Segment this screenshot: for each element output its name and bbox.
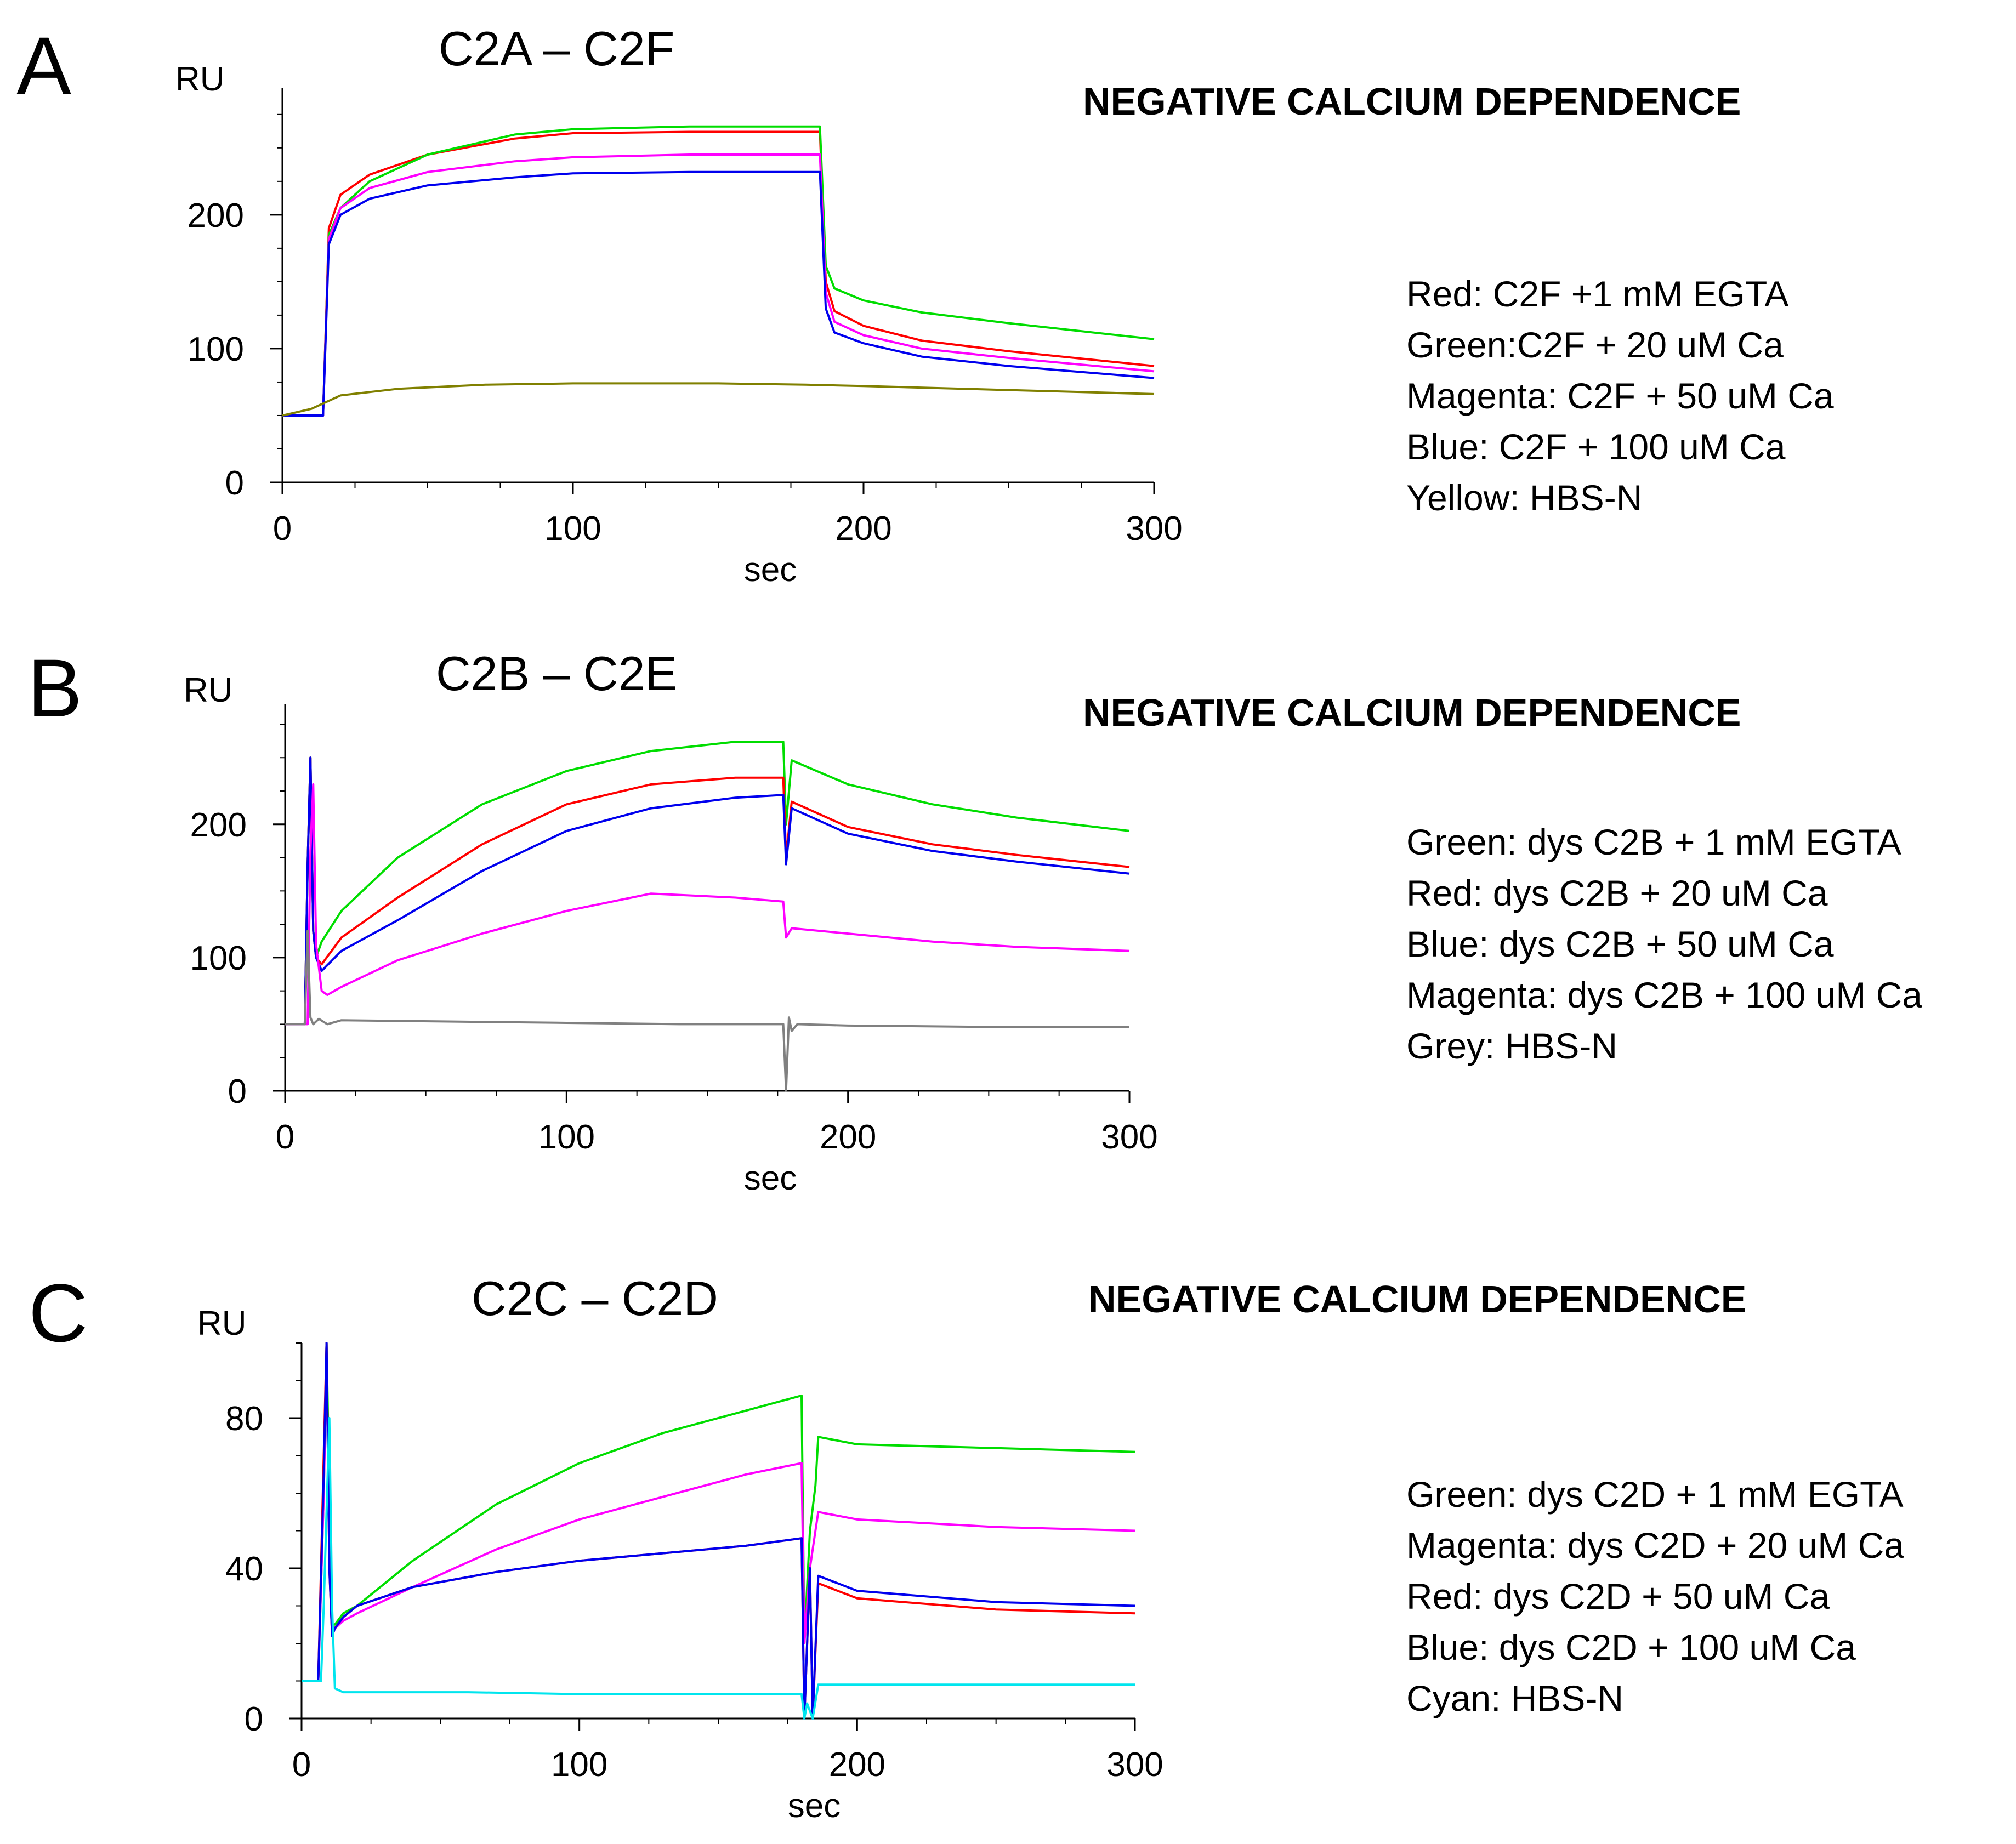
panel-letter-a: A <box>16 20 72 112</box>
x-axis-label: sec <box>788 1787 841 1825</box>
series-magenta-line <box>285 783 1130 1026</box>
legend-c: Green: dys C2D + 1 mM EGTA Magenta: dys … <box>1406 1469 1904 1724</box>
legend-item: Green: dys C2B + 1 mM EGTA <box>1406 822 1901 862</box>
y-tick-label: 0 <box>228 1073 247 1111</box>
legend-a: Red: C2F +1 mM EGTA Green:C2F + 20 uM Ca… <box>1406 269 1834 523</box>
series-blue-line <box>302 1342 1135 1720</box>
x-tick-label: 0 <box>276 1118 294 1156</box>
series-red-line <box>285 756 1130 1026</box>
legend-item: Green:C2F + 20 uM Ca <box>1406 325 1784 365</box>
x-tick-label: 100 <box>551 1746 607 1784</box>
series-green-line <box>282 125 1155 417</box>
legend-item: Blue: dys C2B + 50 uM Ca <box>1406 924 1834 964</box>
legend-item: Grey: HBS-N <box>1406 1026 1618 1066</box>
series-blue-line <box>282 170 1155 417</box>
legend-item: Green: dys C2D + 1 mM EGTA <box>1406 1474 1904 1515</box>
x-tick-label: 0 <box>273 510 292 548</box>
legend-item: Magenta: C2F + 50 uM Ca <box>1406 375 1834 416</box>
chart-title-b: C2B – C2E <box>436 646 678 701</box>
y-tick-label: 80 <box>225 1400 263 1438</box>
series-magenta-line <box>282 153 1155 417</box>
chart-title-a: C2A – C2F <box>439 21 675 76</box>
x-tick-label: 100 <box>538 1118 595 1156</box>
series-grey-line <box>285 930 1129 1092</box>
y-axis-label: RU <box>197 1305 247 1342</box>
x-tick-label: 300 <box>1126 510 1182 548</box>
legend-item: Magenta: dys C2B + 100 uM Ca <box>1406 975 1923 1015</box>
legend-item: Yellow: HBS-N <box>1406 477 1643 518</box>
y-axis-label: RU <box>184 671 233 709</box>
heading-c: NEGATIVE CALCIUM DEPENDENCE <box>1088 1278 1747 1321</box>
panel-b: B C2B – C2E NEGATIVE CALCIUM DEPENDENCE … <box>27 642 1922 1072</box>
y-tick-label: 40 <box>225 1550 263 1588</box>
series-red-line <box>282 130 1155 417</box>
chart-c: 0 100 200 300 0 40 80 RU sec <box>197 1305 1163 1825</box>
legend-item: Cyan: HBS-N <box>1406 1678 1624 1718</box>
y-tick-label: 100 <box>190 940 247 977</box>
legend-item: Red: C2F +1 mM EGTA <box>1406 274 1789 314</box>
chart-b: 0 100 200 300 0 100 200 RU sec <box>184 671 1158 1197</box>
series-red-line <box>302 1342 1135 1720</box>
series-magenta-line <box>302 1361 1135 1682</box>
series-cyan-line <box>302 1417 1135 1720</box>
x-tick-label: 100 <box>544 510 601 548</box>
y-tick-label: 200 <box>188 197 244 235</box>
y-tick-label: 200 <box>190 806 247 844</box>
series-blue-line <box>285 756 1130 1026</box>
chart-title-c: C2C – C2D <box>472 1271 718 1325</box>
series-green-line <box>302 1342 1135 1682</box>
x-tick-label: 300 <box>1106 1746 1163 1784</box>
y-axis-label: RU <box>175 60 225 98</box>
x-axis-label: sec <box>744 551 797 589</box>
legend-b: Green: dys C2B + 1 mM EGTA Red: dys C2B … <box>1406 817 1922 1072</box>
x-tick-label: 0 <box>292 1746 311 1784</box>
panel-letter-c: C <box>29 1267 88 1359</box>
legend-item: Magenta: dys C2D + 20 uM Ca <box>1406 1525 1904 1566</box>
series-yellow-line <box>282 382 1155 417</box>
panel-a: A C2A – C2F NEGATIVE CALCIUM DEPENDENCE … <box>0 0 2016 603</box>
x-tick-label: 200 <box>829 1746 885 1784</box>
legend-item: Blue: dys C2D + 100 uM Ca <box>1406 1627 1856 1667</box>
heading-a: NEGATIVE CALCIUM DEPENDENCE <box>1083 80 1741 123</box>
x-tick-label: 200 <box>835 510 891 548</box>
series-green-line <box>285 741 1130 1026</box>
y-tick-label: 0 <box>225 464 244 502</box>
y-tick-label: 100 <box>188 331 244 368</box>
x-tick-label: 300 <box>1101 1118 1157 1156</box>
chart-a: 0 100 200 300 0 100 200 RU sec <box>175 60 1183 589</box>
legend-item: Red: dys C2D + 50 uM Ca <box>1406 1576 1830 1617</box>
heading-b: NEGATIVE CALCIUM DEPENDENCE <box>1083 691 1741 734</box>
x-axis-label: sec <box>744 1159 797 1197</box>
legend-item: Red: dys C2B + 20 uM Ca <box>1406 873 1828 913</box>
y-tick-label: 0 <box>245 1700 263 1738</box>
x-tick-label: 200 <box>820 1118 876 1156</box>
panel-letter-b: B <box>27 642 83 734</box>
legend-item: Blue: C2F + 100 uM Ca <box>1406 426 1786 467</box>
